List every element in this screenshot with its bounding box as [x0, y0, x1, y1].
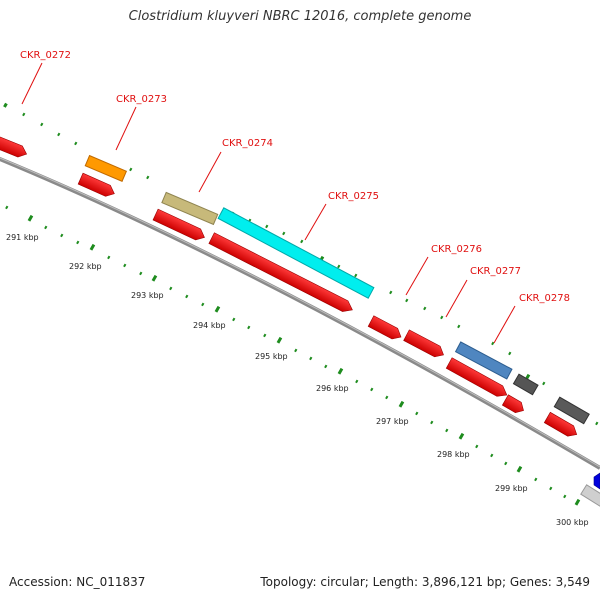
kbp-label-299: 299 kbp: [495, 484, 528, 493]
edge-features: [580, 472, 600, 509]
gene-label-ckr-0276[interactable]: CKR_0276: [431, 244, 482, 255]
label-leaders: [21, 62, 516, 344]
cds-track: [0, 133, 579, 439]
cds-arrow-last[interactable]: [543, 411, 579, 439]
feature-orange[interactable]: [84, 154, 128, 182]
genome-backbone: [0, 156, 600, 470]
kbp-label-294: 294 kbp: [193, 321, 226, 330]
feature-cyan[interactable]: [217, 207, 375, 299]
gene-label-ckr-0277[interactable]: CKR_0277: [470, 266, 521, 277]
gene-label-ckr-0272[interactable]: CKR_0272: [20, 50, 71, 61]
kbp-label-296: 296 kbp: [316, 384, 349, 393]
kbp-labels: 291 kbp 292 kbp 293 kbp 294 kbp 295 kbp …: [6, 233, 589, 527]
feature-steelblue[interactable]: [454, 341, 513, 380]
feature-light-gray[interactable]: [580, 484, 600, 509]
outer-feature-track: [84, 154, 590, 425]
gene-label-ckr-0273[interactable]: CKR_0273: [116, 94, 167, 105]
cds-arrow-0274b[interactable]: [208, 232, 355, 315]
gene-label-ckr-0278[interactable]: CKR_0278: [519, 293, 570, 304]
cds-arrow-0272[interactable]: [0, 133, 29, 159]
kbp-label-298: 298 kbp: [437, 450, 470, 459]
kbp-label-292: 292 kbp: [69, 262, 102, 271]
feature-blue[interactable]: [593, 472, 600, 490]
accession-text: Accession: NC_011837: [9, 575, 146, 589]
cds-arrow-0274a[interactable]: [152, 208, 207, 243]
kbp-label-297: 297 kbp: [376, 417, 409, 426]
kbp-label-300: 300 kbp: [556, 518, 589, 527]
cds-arrow-0277[interactable]: [403, 329, 447, 360]
cds-arrow-0273[interactable]: [77, 172, 117, 199]
kbp-label-293: 293 kbp: [131, 291, 164, 300]
feature-dark-gray-1[interactable]: [512, 373, 539, 396]
kbp-label-291: 291 kbp: [6, 233, 39, 242]
gene-label-ckr-0275[interactable]: CKR_0275: [328, 191, 379, 202]
gene-label-ckr-0274[interactable]: CKR_0274: [222, 138, 273, 149]
cds-arrow-small[interactable]: [501, 394, 526, 416]
map-title: Clostridium kluyveri NBRC 12016, complet…: [128, 9, 472, 24]
feature-khaki[interactable]: [161, 191, 219, 226]
cds-arrow-0278[interactable]: [445, 357, 510, 400]
gene-labels: CKR_0272 CKR_0273 CKR_0274 CKR_0275 CKR_…: [20, 50, 570, 304]
inner-tick-ring: [5, 205, 581, 506]
cds-arrow-0276[interactable]: [367, 315, 404, 343]
feature-dark-gray-2[interactable]: [553, 396, 590, 425]
genome-summary-text: Topology: circular; Length: 3,896,121 bp…: [260, 575, 590, 589]
kbp-label-295: 295 kbp: [255, 352, 288, 361]
